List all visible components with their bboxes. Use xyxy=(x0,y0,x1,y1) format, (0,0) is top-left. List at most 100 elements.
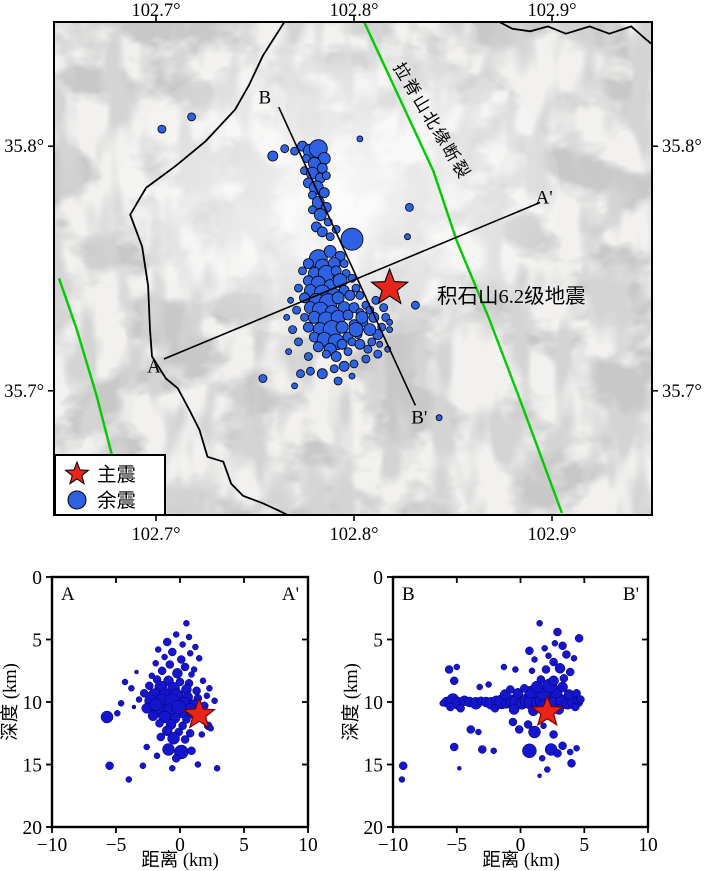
profile-letter-B: B xyxy=(259,87,272,108)
aftershock-point xyxy=(292,305,302,315)
section-event-point xyxy=(490,704,500,713)
section-event-point xyxy=(183,620,190,627)
lat-tick-label-right: 35.7° xyxy=(662,382,702,402)
section-event-point xyxy=(541,645,548,652)
fault-line-west xyxy=(57,277,114,458)
section-event-point xyxy=(168,647,177,657)
section-event-point xyxy=(456,704,465,713)
aftershock-point xyxy=(313,208,327,222)
section-event-point xyxy=(180,735,190,744)
section-event-point xyxy=(559,674,569,683)
aftershock-point xyxy=(307,190,317,200)
section-event-point xyxy=(177,655,186,664)
aftershock-point xyxy=(376,340,384,348)
section-event-point xyxy=(206,685,213,692)
aftershock-point xyxy=(187,112,197,122)
aftershock-point xyxy=(280,144,290,154)
section-x-tick-label: 10 xyxy=(298,835,318,856)
mainshock-star-icon xyxy=(370,267,410,305)
section-event-point xyxy=(185,633,193,641)
section-event-point xyxy=(571,702,580,712)
section-event-point xyxy=(188,671,195,678)
section-event-point xyxy=(549,657,558,667)
section-event-point xyxy=(523,720,533,729)
section-event-point xyxy=(192,686,201,696)
section-y-tick-label: 0 xyxy=(32,568,42,589)
aftershock-point xyxy=(323,244,337,258)
aftershock-point xyxy=(333,376,343,386)
profile-letter-A': A' xyxy=(536,188,553,209)
section-event-point xyxy=(573,745,580,752)
section-mainshock-star-icon xyxy=(530,694,565,727)
section-b-panel: −10 −5 0 5 10 0 5 10 15 20 B B' 距离 (km) 深度 (km) xyxy=(341,568,658,871)
section-a-xlabel: 距离 (km) xyxy=(141,850,219,871)
section-event-point xyxy=(195,655,203,662)
section-end-letter: A' xyxy=(282,584,299,605)
aftershock-point xyxy=(363,323,377,337)
aftershock-point xyxy=(283,313,291,321)
aftershock-point xyxy=(379,303,389,313)
aftershock-point xyxy=(367,337,377,347)
map-legend: 主震 余震 xyxy=(54,454,166,516)
section-y-tick-label: 5 xyxy=(32,631,42,652)
profile-letter-A: A xyxy=(147,356,161,377)
aftershock-point xyxy=(305,366,315,376)
section-event-point xyxy=(178,721,187,731)
section-event-point xyxy=(537,773,542,779)
section-event-point xyxy=(538,755,546,762)
section-event-point xyxy=(198,731,206,738)
section-event-point xyxy=(570,655,578,662)
section-event-point xyxy=(520,684,529,693)
section-x-tick-label: 5 xyxy=(239,835,249,856)
aftershock-point xyxy=(404,202,414,212)
aftershock-point xyxy=(300,312,309,322)
aftershock-point xyxy=(303,352,313,361)
section-b-plot: −10 −5 0 5 10 0 5 10 15 20 B B' xyxy=(364,568,658,856)
section-event-point xyxy=(180,662,190,672)
section-event-point xyxy=(485,681,492,688)
section-end-letter: B' xyxy=(623,584,639,605)
section-x-tick-label: 10 xyxy=(638,835,658,856)
section-event-point xyxy=(207,725,214,732)
section-event-point xyxy=(478,745,487,754)
section-event-point xyxy=(548,675,559,687)
section-x-tick-label: 0 xyxy=(175,835,185,856)
section-event-point xyxy=(398,776,406,783)
section-event-point xyxy=(566,748,574,756)
aftershock-point xyxy=(386,318,394,326)
section-y-tick-label: 15 xyxy=(23,756,43,777)
section-event-point xyxy=(152,660,159,667)
aftershock-point xyxy=(288,325,298,335)
section-event-point xyxy=(453,663,461,671)
section-event-point xyxy=(508,717,518,727)
section-event-point xyxy=(145,681,154,691)
aftershock-point xyxy=(435,414,443,422)
section-event-point xyxy=(551,640,559,647)
aftershock-point xyxy=(287,296,295,304)
section-x-tick-label: −10 xyxy=(37,835,68,856)
section-event-point xyxy=(121,678,129,686)
section-event-point xyxy=(148,672,156,680)
aftershock-point xyxy=(335,320,349,334)
aftershock-point xyxy=(354,338,366,350)
section-event-point xyxy=(190,666,198,673)
section-event-point xyxy=(147,710,159,722)
section-b-xlabel: 距离 (km) xyxy=(482,850,560,871)
section-event-point xyxy=(186,650,194,657)
section-event-point xyxy=(439,700,446,707)
aftershock-point xyxy=(344,289,356,301)
section-event-point xyxy=(128,685,135,692)
section-event-point xyxy=(156,732,166,742)
section-event-point xyxy=(169,765,176,772)
section-event-point xyxy=(500,663,508,671)
aftershock-point xyxy=(355,290,365,300)
aftershock-point xyxy=(338,360,350,372)
profile-letter-B': B' xyxy=(411,408,427,429)
section-event-point xyxy=(143,743,150,751)
section-event-point xyxy=(554,663,566,674)
aftershock-legend-marker-circle-icon xyxy=(67,490,87,510)
section-event-point xyxy=(398,761,408,771)
section-event-point xyxy=(565,667,575,677)
aftershock-point xyxy=(386,326,394,334)
